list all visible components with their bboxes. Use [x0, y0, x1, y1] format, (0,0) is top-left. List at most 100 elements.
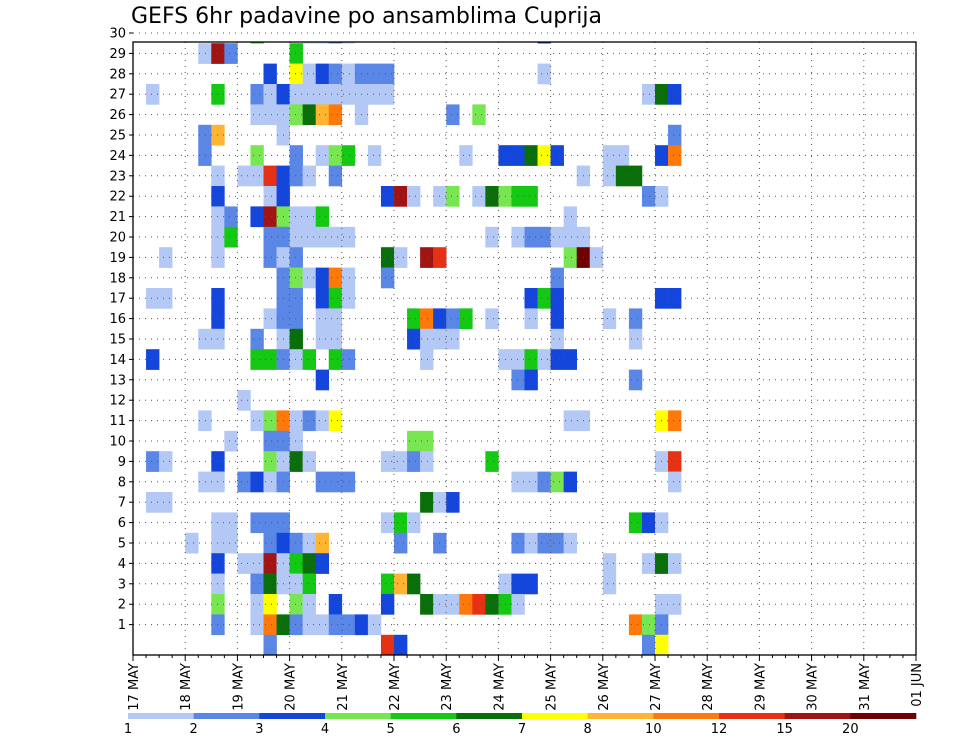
heatmap-cell [550, 308, 564, 330]
heatmap-cell [237, 165, 251, 187]
heatmap-cell [263, 186, 277, 207]
heatmap-cell [146, 492, 160, 513]
heatmap-cell [289, 451, 303, 472]
heatmap-cell [407, 512, 421, 534]
heatmap-cell [537, 288, 551, 309]
heatmap-cell [315, 226, 330, 248]
heatmap-cell [315, 206, 330, 228]
y-tick-label: 18 [109, 271, 126, 286]
heatmap-cell [289, 226, 303, 248]
heatmap-cell [237, 553, 251, 574]
y-tick-label: 9 [118, 455, 126, 470]
heatmap-cell [289, 614, 303, 636]
heatmap-cell [224, 532, 238, 554]
heatmap-cell [420, 594, 434, 615]
heatmap-cell [420, 247, 434, 268]
heatmap-cell [367, 614, 382, 636]
heatmap-cell [550, 532, 564, 554]
heatmap-cell [602, 573, 617, 595]
y-tick-label: 29 [109, 47, 126, 62]
heatmap-cell [380, 186, 395, 207]
colorbar: 1 2 3 4 5 6 7 8 10 12 15 20 [124, 713, 917, 737]
heatmap-cell [602, 145, 617, 166]
heatmap-cell [537, 471, 551, 493]
heatmap-cell [224, 43, 238, 64]
heatmap-cell [289, 573, 303, 595]
heatmap-cell [472, 104, 486, 126]
heatmap-cell [263, 84, 277, 105]
heatmap-cell [537, 145, 551, 166]
heatmap-cell [446, 104, 460, 126]
heatmap-cell [328, 267, 343, 289]
x-axis: 17 MAY 18 MAY 19 MAY 20 MAY 21 MAY 22 MAY 23 M… [127, 655, 925, 711]
y-tick-label: 5 [118, 537, 126, 552]
heatmap-cell [655, 634, 669, 656]
heatmap-cell [250, 84, 264, 105]
heatmap-cell [341, 349, 356, 370]
heatmap-cell [641, 512, 656, 534]
heatmap-cell [159, 288, 173, 309]
heatmap-cell [394, 634, 408, 656]
heatmap-cell [328, 349, 343, 370]
x-tick-label: 30 MAY [806, 663, 821, 711]
heatmap-cell [289, 145, 303, 166]
colorbar-label: 1 [124, 722, 132, 737]
y-tick-label: 6 [118, 516, 126, 531]
y-tick-label: 3 [118, 577, 126, 592]
heatmap-cell [328, 104, 343, 126]
heatmap-cell [328, 471, 343, 493]
heatmap-cell [289, 165, 303, 187]
heatmap-cell [302, 573, 316, 595]
heatmap-cell [341, 145, 356, 166]
heatmap-cell [563, 349, 577, 370]
heatmap-cell [446, 308, 460, 330]
heatmap-cell [302, 63, 316, 85]
heatmap-cell [550, 267, 564, 289]
heatmap-cell [146, 288, 160, 309]
heatmap-cell [315, 267, 330, 289]
heatmap-cell [315, 614, 330, 636]
heatmap-cell [668, 594, 682, 615]
heatmap-cell [563, 247, 577, 268]
x-tick-label: 22 MAY [388, 663, 403, 711]
heatmap-cell [380, 451, 395, 472]
y-tick-label: 8 [118, 475, 126, 490]
heatmap-cell [341, 84, 356, 105]
y-tick-label: 23 [109, 169, 126, 184]
heatmap-cell [289, 410, 303, 432]
heatmap-cell [146, 84, 160, 105]
heatmap-cell [159, 451, 173, 472]
y-tick-label: 1 [118, 618, 126, 633]
heatmap-cell [289, 288, 303, 309]
heatmap-cell [628, 369, 643, 391]
heatmap-cell [224, 512, 238, 534]
heatmap-cell [315, 84, 330, 105]
y-tick-label: 30 [109, 27, 126, 42]
heatmap-cell [289, 532, 303, 554]
heatmap-cell [302, 84, 316, 105]
heatmap-cell [394, 532, 408, 554]
heatmap-cell [563, 410, 577, 432]
heatmap-cell [668, 145, 682, 166]
colorbar-label: 7 [518, 722, 526, 737]
heatmap-cell [367, 63, 382, 85]
heatmap-cell [250, 145, 264, 166]
heatmap-cell [668, 84, 682, 105]
heatmap-cell [394, 573, 408, 595]
heatmap-cell [302, 594, 316, 615]
heatmap-cell [263, 308, 277, 330]
heatmap-cell [485, 186, 499, 207]
heatmap-cell [407, 328, 421, 350]
heatmap-cell [250, 328, 264, 350]
heatmap-cell [485, 308, 499, 330]
heatmap-cell [524, 532, 538, 554]
colorbar-swatch [390, 713, 457, 719]
heatmap-cell [524, 369, 538, 391]
heatmap-cell [407, 573, 421, 595]
heatmap-cell [641, 553, 656, 574]
heatmap-cell [407, 308, 421, 330]
heatmap-cell [302, 614, 316, 636]
heatmap-cell [511, 532, 525, 554]
heatmap-cell [472, 186, 486, 207]
